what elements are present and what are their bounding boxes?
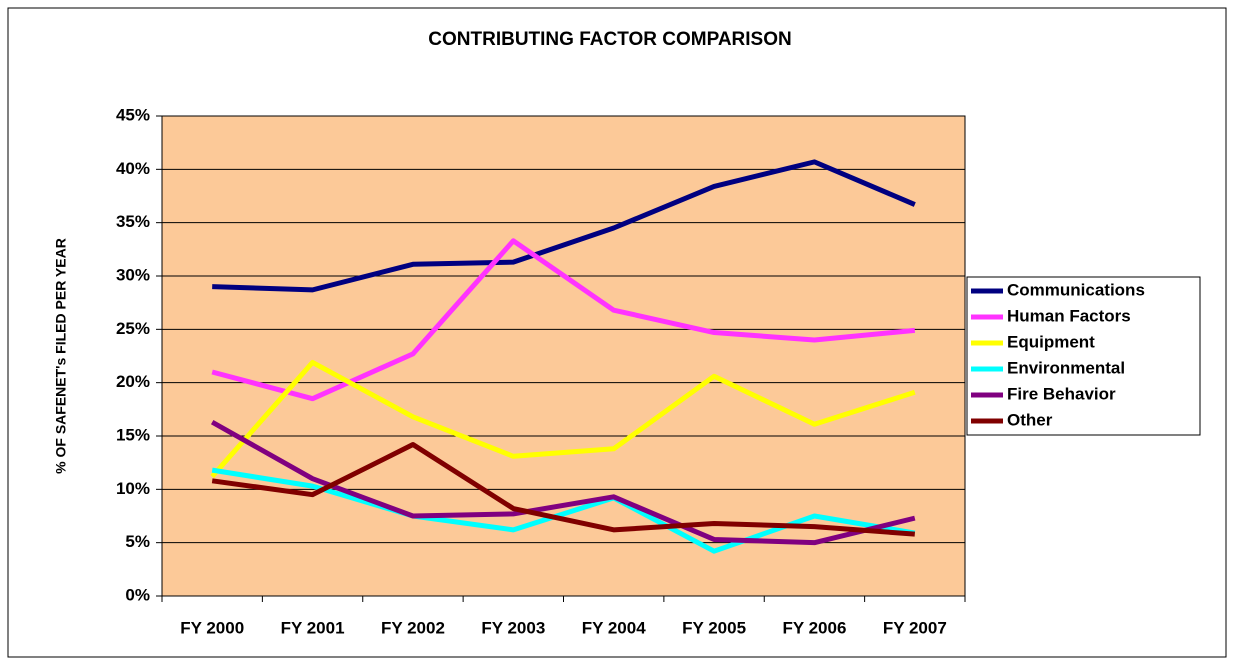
legend-label: Other [1007, 410, 1053, 429]
y-tick-label: 20% [116, 372, 150, 391]
x-tick-label: FY 2006 [782, 618, 846, 637]
y-tick-label: 5% [125, 532, 150, 551]
y-axis-label: % OF SAFENET's FILED PER YEAR [53, 238, 69, 474]
chart-title: CONTRIBUTING FACTOR COMPARISON [428, 29, 791, 50]
x-tick-label: FY 2001 [281, 618, 345, 637]
y-tick-label: 10% [116, 479, 150, 498]
y-tick-label: 25% [116, 319, 150, 338]
legend-label: Equipment [1007, 332, 1095, 351]
legend-label: Fire Behavior [1007, 384, 1116, 403]
y-tick-label: 30% [116, 265, 150, 284]
y-tick-label: 40% [116, 159, 150, 178]
legend-label: Environmental [1007, 358, 1125, 377]
legend-label: Communications [1007, 280, 1145, 299]
legend-label: Human Factors [1007, 306, 1131, 325]
y-tick-label: 0% [125, 585, 150, 604]
x-tick-label: FY 2007 [883, 618, 947, 637]
series-line [212, 159, 916, 293]
x-tick-label: FY 2002 [381, 618, 445, 637]
x-tick-label: FY 2003 [481, 618, 545, 637]
y-tick-label: 15% [116, 425, 150, 444]
x-tick-label: FY 2004 [582, 618, 647, 637]
plot-area [162, 116, 965, 596]
x-tick-label: FY 2005 [682, 618, 746, 637]
legend-box [966, 276, 1201, 436]
y-tick-label: 45% [116, 105, 150, 124]
series-line [210, 359, 916, 479]
series-line [211, 467, 916, 554]
series-line [211, 442, 915, 537]
y-tick-label: 35% [116, 212, 150, 231]
x-tick-label: FY 2000 [180, 618, 244, 637]
series-line [211, 238, 916, 402]
